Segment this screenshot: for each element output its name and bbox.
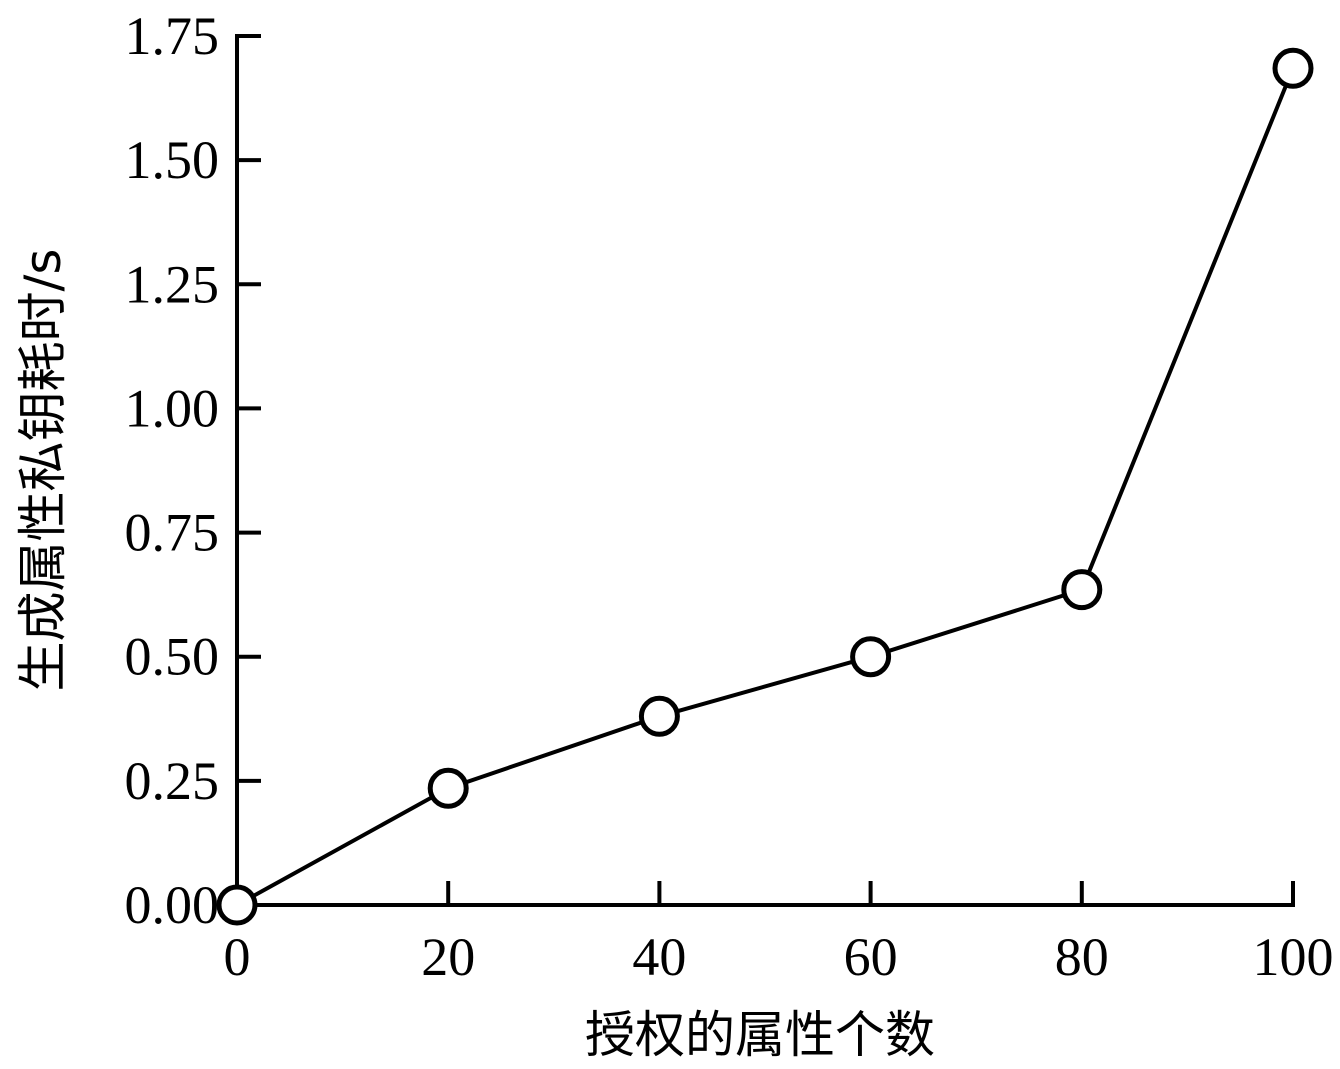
y-tick-label: 1.25 — [125, 254, 220, 314]
y-tick-label: 1.75 — [125, 6, 220, 66]
y-ticks: 0.00 0.25 0.50 0.75 1.00 1.25 1.50 1.75 — [125, 6, 261, 935]
x-tick-label: 40 — [632, 927, 686, 987]
y-tick-label: 0.75 — [125, 503, 220, 563]
x-tick-label: 60 — [844, 927, 898, 987]
x-tick-label: 80 — [1055, 927, 1109, 987]
data-point-marker — [850, 636, 892, 678]
x-tick-label: 0 — [224, 927, 251, 987]
data-point-marker — [216, 884, 258, 926]
y-tick-label: 0.00 — [125, 875, 220, 935]
x-tick-label: 100 — [1253, 927, 1334, 987]
y-tick-label: 0.25 — [125, 751, 220, 811]
data-point-marker — [638, 695, 680, 737]
y-axis-label: 生成属性私钥耗时/s — [14, 249, 72, 692]
series-line — [236, 67, 1295, 907]
y-tick-label: 1.00 — [125, 378, 220, 438]
data-point-marker — [1061, 569, 1103, 611]
data-point-marker — [1272, 47, 1314, 89]
y-tick-label: 0.50 — [125, 627, 220, 687]
x-tick-label: 20 — [421, 927, 475, 987]
data-point-marker — [427, 767, 469, 809]
axes — [235, 34, 1295, 907]
x-axis-label: 授权的属性个数 — [585, 1006, 935, 1064]
series-group — [216, 47, 1314, 926]
x-ticks: 0 20 40 60 80 100 — [224, 881, 1334, 987]
y-tick-label: 1.50 — [125, 130, 220, 190]
